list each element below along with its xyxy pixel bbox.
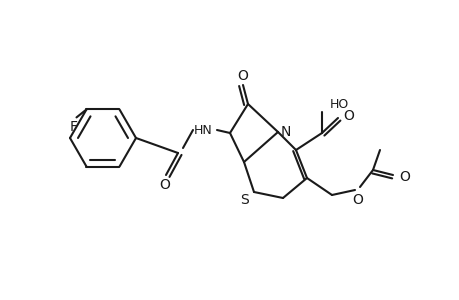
Text: HO: HO xyxy=(329,98,348,110)
Text: O: O xyxy=(398,170,409,184)
Text: HN: HN xyxy=(193,124,212,137)
Text: O: O xyxy=(237,69,248,83)
Text: O: O xyxy=(352,193,363,207)
Text: N: N xyxy=(280,125,291,139)
Text: F: F xyxy=(69,120,77,134)
Text: O: O xyxy=(342,109,353,123)
Text: O: O xyxy=(159,178,170,192)
Text: S: S xyxy=(240,193,249,207)
